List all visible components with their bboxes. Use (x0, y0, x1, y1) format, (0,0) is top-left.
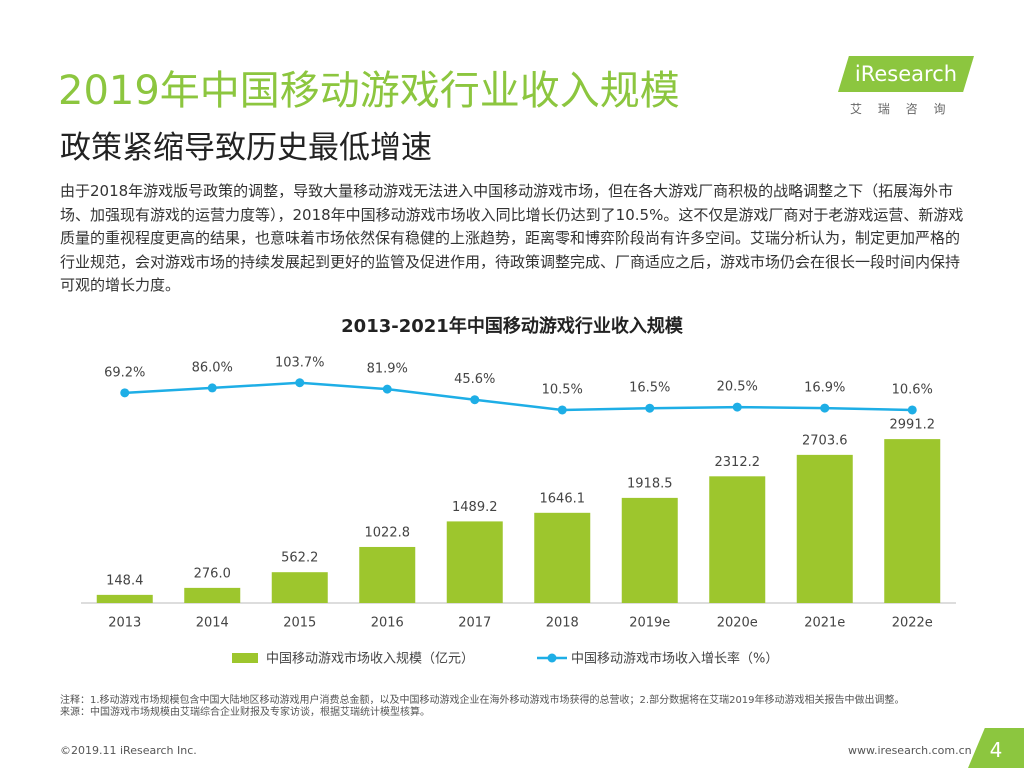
bar (359, 546, 416, 603)
bar-label: 1918.5 (627, 476, 673, 491)
line-point (295, 378, 305, 388)
line-label: 16.5% (629, 381, 670, 396)
x-tick-label: 2020e (717, 616, 758, 631)
line-label: 81.9% (367, 362, 408, 377)
x-tick-label: 2013 (108, 616, 141, 631)
legend-swatch (232, 653, 258, 663)
legend-label: 中国移动游戏市场收入规模（亿元） (266, 651, 474, 667)
x-tick-label: 2014 (196, 616, 229, 631)
bar (446, 521, 503, 603)
line-label: 10.6% (892, 382, 933, 397)
bar (184, 587, 241, 603)
line-label: 20.5% (717, 380, 758, 395)
line (124, 381, 913, 412)
bar (534, 512, 591, 603)
line-point (907, 405, 917, 415)
x-tick-label: 2022e (892, 616, 933, 631)
bar (96, 594, 153, 603)
bar (884, 439, 941, 603)
logo-subtitle: 艾 瑞 咨 询 (850, 102, 952, 116)
line-point (120, 388, 130, 398)
line-label: 16.9% (804, 381, 845, 396)
url: www.iresearch.com.cn (848, 744, 972, 757)
footnote: 注释：1.移动游戏市场规模包含中国大陆地区移动游戏用户消费总金额，以及中国移动游… (60, 695, 980, 719)
bar (621, 497, 678, 603)
x-tick-label: 2019e (629, 616, 670, 631)
bar-label: 2703.6 (802, 433, 848, 448)
body-text: 由于2018年游戏版号政策的调整，导致大量移动游戏无法进入中国移动游戏市场，但在… (60, 182, 964, 294)
x-tick-label: 2015 (283, 616, 316, 631)
bar-label: 1646.1 (540, 491, 586, 506)
line-label: 69.2% (104, 365, 145, 380)
x-tick-label: 2021e (804, 616, 845, 631)
line-label: 103.7% (275, 355, 325, 370)
legend-swatch (547, 653, 557, 663)
line-point (557, 405, 567, 415)
note: 注释：1.移动游戏市场规模包含中国大陆地区移动游戏用户消费总金额，以及中国移动游… (60, 695, 905, 706)
line-point (820, 403, 830, 413)
bar (709, 476, 766, 603)
bar-label: 1022.8 (365, 525, 411, 540)
line-point (207, 383, 217, 393)
bar-label: 148.4 (106, 573, 143, 588)
x-tick-label: 2017 (458, 616, 491, 631)
chart-title: 2013-2021年中国移动游戏行业收入规模 (341, 315, 684, 337)
line-label: 45.6% (454, 372, 495, 387)
chart: 2013-2021年中国移动游戏行业收入规模 2013 148.4 2014 276.… (81, 315, 956, 667)
line-label: 10.5% (542, 382, 583, 397)
line-point (470, 395, 480, 405)
bar-label: 2312.2 (715, 455, 761, 470)
logo: iResearch (838, 56, 974, 92)
line-point (645, 403, 655, 413)
line-point (382, 384, 392, 394)
bar-label: 562.2 (281, 551, 318, 566)
page-number: 4 (968, 728, 1024, 768)
copyright: ©2019.11 iResearch Inc. (60, 744, 197, 757)
line-label: 86.0% (192, 360, 233, 375)
legend-label: 中国移动游戏市场收入增长率（%） (571, 651, 778, 667)
line-point (732, 402, 742, 412)
bar (796, 454, 853, 603)
bar-label: 1489.2 (452, 500, 498, 515)
bar-label: 2991.2 (890, 418, 936, 433)
source: 来源：中国游戏市场规模由艾瑞综合企业财报及专家访谈，根据艾瑞统计模型核算。 (60, 707, 430, 718)
bar-label: 276.0 (194, 566, 231, 581)
x-tick-label: 2016 (371, 616, 404, 631)
bar (271, 572, 328, 603)
title: 2019年中国移动游戏行业收入规模 (58, 68, 680, 114)
x-tick-label: 2018 (546, 616, 579, 631)
subtitle: 政策紧缩导致历史最低增速 (60, 130, 432, 166)
